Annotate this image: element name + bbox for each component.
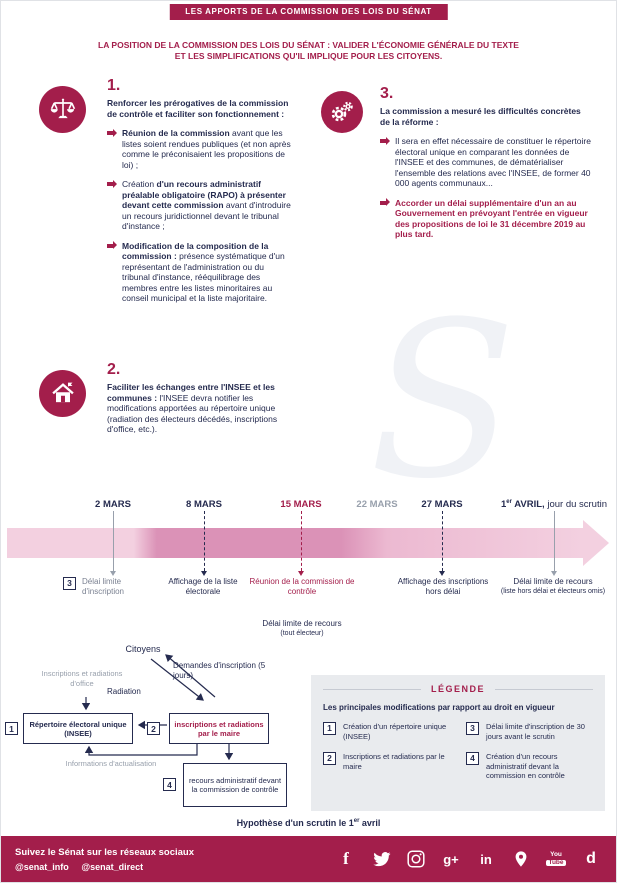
- timeline-event: Affichage de la liste électorale: [168, 577, 238, 596]
- town-hall-icon: [39, 370, 86, 417]
- timeline-connector: [298, 511, 304, 576]
- twitter-icon[interactable]: [370, 848, 392, 870]
- legend-badge-2: 2: [323, 752, 336, 765]
- arrow-icon: [380, 198, 390, 206]
- diagram-radiation-label: Radiation: [107, 687, 141, 696]
- timeline-event: Délai limite de recours (tout électeur): [262, 619, 342, 637]
- arrow-icon: [107, 179, 117, 188]
- diagram-box-repertoire: Répertoire électoral unique (INSEE): [23, 713, 133, 744]
- footer-bar: Suivez le Sénat sur les réseaux sociaux …: [1, 836, 616, 882]
- diagram-badge-4: 4: [163, 778, 176, 791]
- section-2: 2. Faciliter les échanges entre l'INSEE …: [39, 361, 297, 435]
- location-icon[interactable]: [510, 848, 532, 870]
- diagram-demandes-label: Demandes d'inscription (5 jours): [173, 661, 266, 680]
- timeline-date: 27 MARS: [421, 499, 463, 510]
- bullet-item: Création d'un recours administratif préa…: [107, 179, 291, 232]
- footer-handles: @senat_info @senat_direct: [15, 862, 194, 872]
- timeline-date: 22 MARS: [356, 499, 398, 510]
- section-2-number: 2.: [107, 361, 121, 378]
- legend-badge-3: 3: [466, 722, 479, 735]
- arrow-icon: [107, 128, 117, 137]
- legend-rule: [495, 688, 594, 690]
- intro-statement: LA POSITION DE LA COMMISSION DES LOIS DU…: [1, 40, 616, 62]
- diagram-box-recours: recours administratif devant la commissi…: [183, 763, 287, 807]
- timeline-event: Affichage des inscriptions hors délai: [397, 577, 489, 596]
- section-2-text: Faciliter les échanges entre l'INSEE et …: [107, 382, 278, 434]
- bullet-item: Il sera en effet nécessaire de constitue…: [380, 136, 593, 189]
- legend-badge-1: 1: [323, 722, 336, 735]
- timeline-connector: [110, 511, 116, 576]
- handle-senat-direct[interactable]: @senat_direct: [81, 861, 144, 872]
- googleplus-icon[interactable]: g+: [443, 851, 459, 867]
- timeline-date: 15 MARS: [280, 499, 322, 510]
- timeline-band-arrowhead: [583, 520, 609, 566]
- timeline-date: 8 MARS: [186, 499, 222, 510]
- scrutin-hypothesis-note: Hypothèse d'un scrutin le 1er avril: [236, 818, 381, 828]
- section-1: 1. Renforcer les prérogatives de la comm…: [39, 77, 291, 304]
- bullet-item: Modification de la composition de la com…: [107, 241, 291, 304]
- social-icons: f g+ in You Tu: [335, 848, 606, 870]
- legend-rule: [323, 688, 421, 690]
- footer-tagline: Suivez le Sénat sur les réseaux sociaux: [15, 846, 195, 858]
- timeline-event: Réunion de la commission de contrôle: [249, 577, 355, 596]
- timeline-event: Délai limite de recours (liste hors déla…: [500, 577, 606, 595]
- intro-line-1: LA POSITION DE LA COMMISSION DES LOIS DU…: [98, 40, 519, 50]
- section-3-number: 3.: [380, 85, 394, 102]
- section-3: 3. La commission a mesuré les difficulté…: [321, 85, 593, 240]
- bullet-item: Réunion de la commission avant que les l…: [107, 128, 291, 170]
- gears-icon: [321, 91, 363, 133]
- flow-diagram: Citoyens Demandes d'inscription (5 jours…: [1, 641, 311, 821]
- arrow-icon: [380, 136, 390, 145]
- arrow-icon: [107, 241, 117, 249]
- timeline-connector: [439, 511, 445, 576]
- diagram-office-label: Inscriptions et radiations d'office: [41, 669, 123, 688]
- handle-senat-info[interactable]: @senat_info: [15, 861, 69, 872]
- flow-arrows: [81, 654, 234, 761]
- timeline: 2 MARS 8 MARS 15 MARS 22 MARS 27 MARS 1e…: [1, 489, 616, 649]
- timeline-date-scrutin: 1er AVRIL, jour du scrutin: [500, 499, 608, 511]
- dailymotion-icon[interactable]: d: [586, 850, 596, 867]
- linkedin-icon[interactable]: in: [480, 851, 492, 867]
- section-1-number: 1.: [107, 77, 121, 94]
- senat-watermark: S: [369, 275, 517, 526]
- legend-subtitle: Les principales modifications par rappor…: [323, 703, 555, 712]
- diagram-infos-label: Informations d'actualisation: [65, 759, 157, 768]
- page-banner: LES APPORTS DE LA COMMISSION DES LOIS DU…: [169, 4, 448, 20]
- timeline-event: 3 Délai limite d'inscription: [63, 577, 138, 596]
- scales-icon: [39, 86, 86, 133]
- timeline-date: 2 MARS: [95, 499, 131, 510]
- timeline-band: [7, 528, 583, 558]
- timeline-connector: [551, 511, 557, 576]
- section-3-title: La commission a mesuré les difficultés c…: [380, 106, 581, 127]
- diagram-badge-2: 2: [147, 722, 160, 735]
- legend-item: 4 Création d'un recours administratif de…: [466, 752, 593, 781]
- bullet-item: Accorder un délai supplémentaire d'un an…: [380, 198, 593, 240]
- legend-badge-4: 4: [466, 752, 479, 765]
- legend-item: 3 Délai limite d'inscription de 30 jours…: [466, 722, 593, 741]
- legend-title: LÉGENDE: [431, 684, 486, 694]
- diagram-citoyens-label: Citoyens: [125, 644, 161, 654]
- section-1-title: Renforcer les prérogatives de la commiss…: [107, 98, 289, 119]
- instagram-icon[interactable]: [405, 848, 427, 870]
- diagram-badge-1: 1: [5, 722, 18, 735]
- youtube-icon[interactable]: You Tube: [546, 851, 566, 866]
- legend-panel: LÉGENDE Les principales modifications pa…: [311, 675, 605, 811]
- facebook-icon[interactable]: f: [343, 849, 349, 868]
- timeline-connector: [201, 511, 207, 576]
- legend-item: 1 Création d'un répertoire unique (INSEE…: [323, 722, 450, 741]
- legend-ref-badge: 3: [63, 577, 76, 590]
- diagram-box-maire: inscriptions et radiations par le maire: [169, 713, 269, 744]
- legend-item: 2 Inscriptions et radiations par le mair…: [323, 752, 450, 781]
- intro-line-2: ET LES SIMPLIFICATIONS QU'IL IMPLIQUE PO…: [174, 51, 443, 61]
